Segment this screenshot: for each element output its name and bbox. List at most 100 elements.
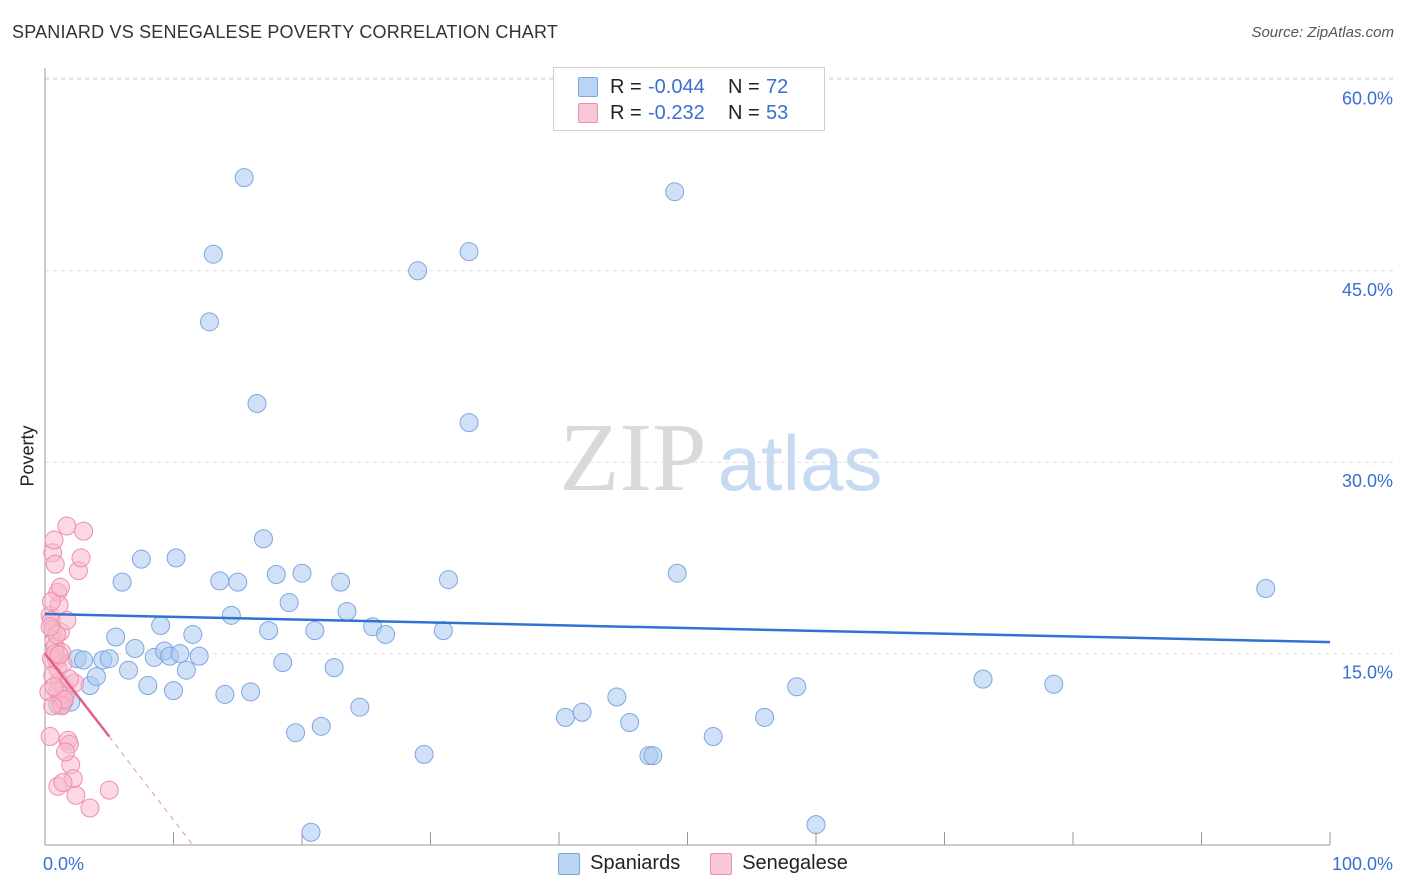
spaniard-point (215, 684, 235, 704)
x-tick-label: 100.0% (1332, 854, 1393, 874)
spaniard-point (703, 727, 723, 747)
source-label: Source: ZipAtlas.com (1251, 24, 1394, 41)
trend-layer (44, 612, 1331, 846)
spaniard-point (189, 646, 209, 666)
spaniard-point (408, 261, 428, 281)
senegalese-point (53, 772, 73, 792)
spaniard-point (125, 638, 145, 658)
senegalese-point (44, 677, 64, 697)
spaniard-point (266, 564, 286, 584)
spaniard-point (433, 621, 453, 641)
spaniard-point (555, 707, 575, 727)
spaniard-point (331, 572, 351, 592)
legend-item-label: Senegalese (742, 852, 848, 874)
legend-r-label: R = (610, 75, 642, 98)
senegalese-trend-extension (108, 736, 194, 846)
senegalese-trend-line (44, 652, 111, 738)
spaniard-point (1044, 674, 1064, 694)
spaniard-point (203, 244, 223, 264)
spaniard-point (221, 605, 241, 625)
spaniard-point (253, 529, 273, 549)
spaniard-point (459, 242, 479, 262)
y-axis-label: Poverty (17, 425, 38, 487)
spaniard-point (292, 563, 312, 583)
grid-layer (45, 77, 1395, 655)
spaniard-point (620, 713, 640, 733)
legend-swatch-pink (578, 103, 598, 123)
spaniard-point (286, 723, 306, 743)
y-tick-label: 30.0% (1342, 471, 1393, 491)
legend-swatch-pink (710, 852, 733, 875)
legend-n-label: N = (728, 101, 760, 124)
legend-r-label: R = (610, 101, 642, 124)
spaniard-point (86, 667, 106, 687)
spaniard-point (755, 707, 775, 727)
spaniard-point (607, 687, 627, 707)
spaniard-point (667, 563, 687, 583)
spaniard-point (973, 669, 993, 689)
spaniard-point (234, 168, 254, 188)
spaniard-point (279, 593, 299, 613)
bottom-legend: Spaniards Senegalese (0, 852, 1406, 875)
spaniard-point (806, 815, 826, 835)
spaniard-point (665, 182, 685, 202)
spaniard-point (99, 649, 119, 669)
spaniard-point (228, 572, 248, 592)
legend: R = -0.044 N = 72 R = -0.232 N = 53 (553, 67, 825, 131)
spaniard-point (259, 621, 279, 641)
spaniard-point (273, 653, 293, 673)
spaniard-point (643, 746, 663, 766)
watermark: ZIP atlas (560, 404, 883, 512)
legend-row-spaniards: R = -0.044 N = 72 (578, 75, 788, 99)
senegalese-point (41, 591, 61, 611)
spaniards-trend-line (44, 612, 1331, 644)
spaniard-point (414, 744, 434, 764)
spaniard-point (1256, 579, 1276, 599)
legend-item-label: Spaniards (590, 852, 681, 874)
spaniard-point (787, 677, 807, 697)
spaniard-point (459, 413, 479, 433)
spaniard-point (199, 312, 219, 332)
senegalese-point (57, 516, 77, 536)
spaniard-point (210, 571, 230, 591)
legend-row-senegalese: R = -0.232 N = 53 (578, 101, 788, 125)
spaniard-point (166, 548, 186, 568)
spaniard-point (350, 697, 370, 717)
spaniard-point (247, 394, 267, 414)
spaniard-point (241, 682, 261, 702)
senegalese-point (44, 530, 64, 550)
chart-title: SPANIARD VS SENEGALESE POVERTY CORRELATI… (12, 22, 559, 42)
spaniard-point (305, 621, 325, 641)
legend-n-label: N = (728, 75, 760, 98)
legend-swatch-blue (578, 77, 598, 97)
spaniard-point (176, 660, 196, 680)
watermark-zip: ZIP (560, 404, 707, 512)
legend-n-value: 72 (766, 75, 789, 98)
y-tick-label: 45.0% (1342, 280, 1393, 300)
spaniard-point (311, 716, 331, 736)
spaniard-point (324, 658, 344, 678)
spaniard-point (337, 601, 357, 621)
spaniard-point (138, 676, 158, 695)
spaniard-point (572, 702, 592, 722)
legend-n-value: 53 (766, 101, 789, 124)
senegalese-point (50, 577, 70, 597)
axis-layer (44, 68, 1331, 846)
legend-item-senegalese[interactable]: Senegalese (710, 852, 848, 875)
legend-item-spaniards[interactable]: Spaniards (558, 852, 680, 875)
spaniard-point (183, 624, 203, 644)
senegalese-point (40, 617, 60, 637)
spaniard-point (170, 644, 190, 664)
senegalese-point (66, 785, 86, 805)
y-tick-label: 60.0% (1342, 88, 1393, 108)
points-layer (39, 168, 1276, 842)
spaniard-point (376, 624, 396, 644)
spaniard-point (131, 549, 151, 569)
spaniard-point (151, 616, 171, 636)
senegalese-point (59, 669, 79, 689)
spaniard-point (301, 822, 321, 842)
spaniard-point (164, 681, 183, 701)
spaniard-point (119, 660, 139, 680)
senegalese-point (80, 798, 100, 818)
